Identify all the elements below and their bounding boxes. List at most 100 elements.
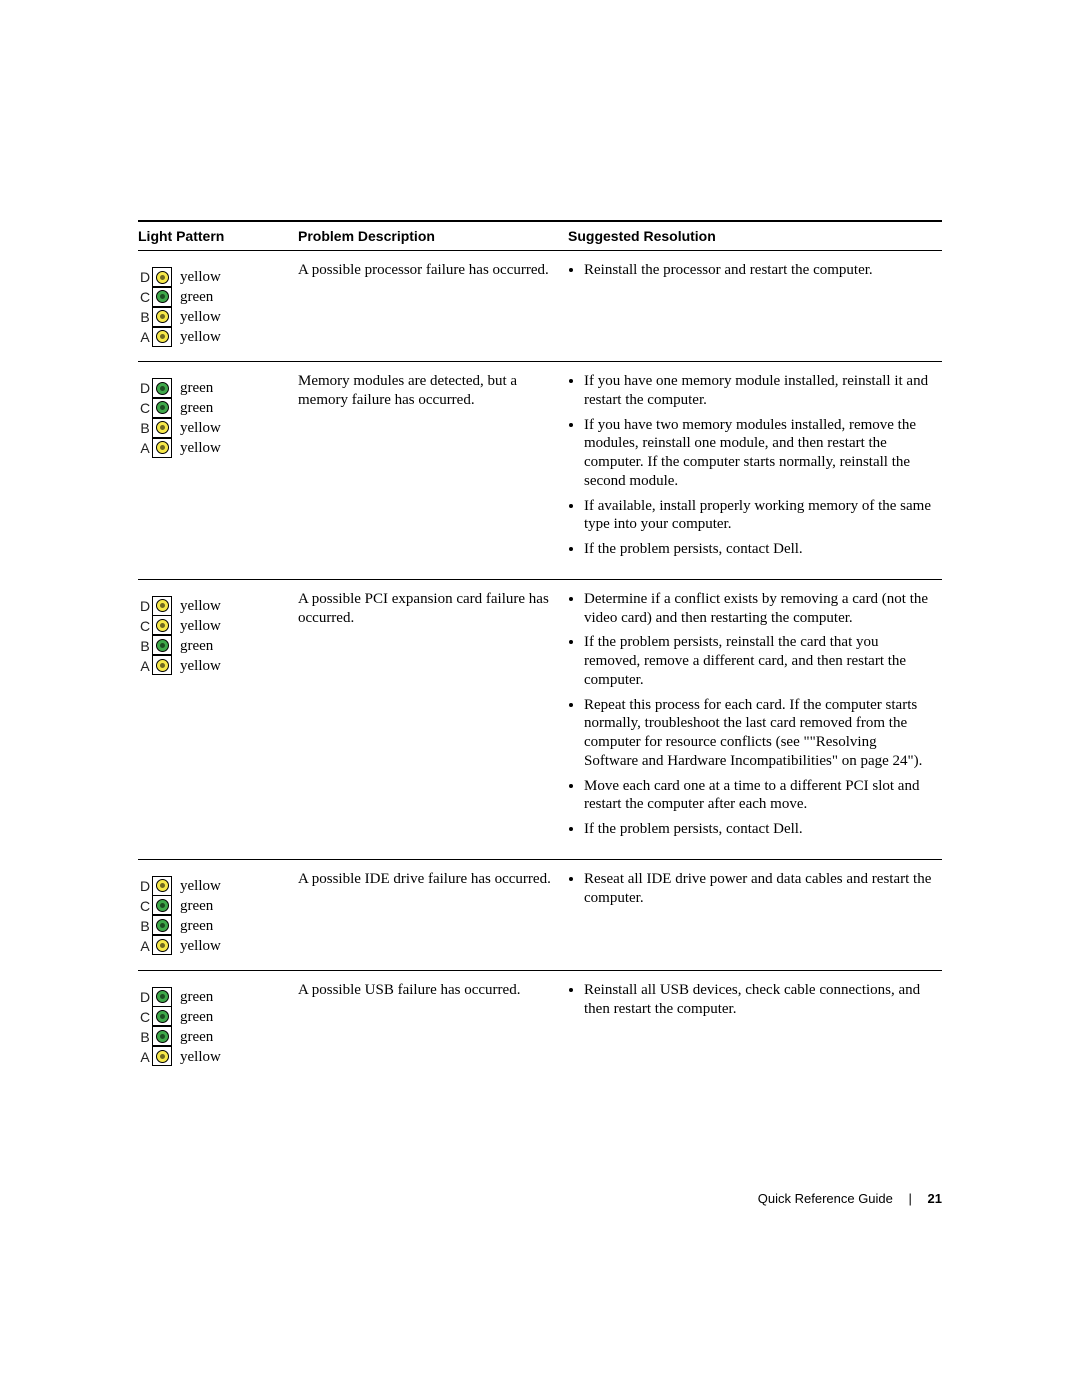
led-icon [156, 899, 169, 912]
led-icon [156, 659, 169, 672]
led-icon [156, 939, 169, 952]
led-icon [156, 1010, 169, 1023]
light-pattern-cell: DCBAgreengreengreenyellow [138, 970, 298, 1081]
table-row: DCBAgreengreengreenyellowA possible USB … [138, 970, 942, 1081]
light-row: B [138, 636, 172, 656]
led-cell [152, 287, 172, 307]
color-label: yellow [180, 876, 221, 896]
led-icon [156, 401, 169, 414]
light-box: DCBA [138, 378, 172, 458]
led-icon [156, 1050, 169, 1063]
color-labels: yellowyellowgreenyellow [180, 596, 221, 676]
led-icon [156, 330, 169, 343]
led-cell [152, 1006, 172, 1026]
resolution-item: Reseat all IDE drive power and data cabl… [584, 870, 932, 908]
color-label: yellow [180, 418, 221, 438]
led-cell [152, 635, 172, 655]
page-footer: Quick Reference Guide | 21 [138, 1191, 942, 1206]
light-letter: C [138, 1009, 152, 1025]
light-letter: D [138, 878, 152, 894]
led-cell [152, 987, 172, 1007]
table-header-row: Light Pattern Problem Description Sugges… [138, 221, 942, 251]
light-row: A [138, 656, 172, 676]
led-cell [152, 876, 172, 896]
light-letter: C [138, 618, 152, 634]
led-cell [152, 596, 172, 616]
color-label: yellow [180, 616, 221, 636]
led-icon [156, 1030, 169, 1043]
problem-cell: A possible PCI expansion card failure ha… [298, 579, 568, 859]
header-resolution: Suggested Resolution [568, 221, 942, 251]
resolution-item: If you have one memory module installed,… [584, 372, 932, 410]
color-label: green [180, 896, 221, 916]
light-pattern-cell: DCBAyellowgreenyellowyellow [138, 251, 298, 362]
led-icon [156, 879, 169, 892]
led-cell [152, 418, 172, 438]
led-cell [152, 327, 172, 347]
color-label: yellow [180, 936, 221, 956]
light-row: C [138, 896, 172, 916]
resolution-cell: Reseat all IDE drive power and data cabl… [568, 859, 942, 970]
resolution-cell: Reinstall all USB devices, check cable c… [568, 970, 942, 1081]
light-row: C [138, 1007, 172, 1027]
color-label: yellow [180, 438, 221, 458]
color-labels: yellowgreenyellowyellow [180, 267, 221, 347]
led-icon [156, 441, 169, 454]
light-letter: B [138, 1029, 152, 1045]
resolution-list: If you have one memory module installed,… [568, 372, 932, 559]
led-icon [156, 290, 169, 303]
light-letter: A [138, 938, 152, 954]
light-letter: A [138, 329, 152, 345]
color-label: yellow [180, 656, 221, 676]
light-letter: D [138, 269, 152, 285]
color-label: green [180, 636, 221, 656]
led-icon [156, 310, 169, 323]
resolution-item: Repeat this process for each card. If th… [584, 696, 932, 771]
light-letter: D [138, 380, 152, 396]
color-label: green [180, 1027, 221, 1047]
problem-cell: Memory modules are detected, but a memor… [298, 362, 568, 580]
problem-cell: A possible USB failure has occurred. [298, 970, 568, 1081]
page-content: Light Pattern Problem Description Sugges… [0, 0, 1080, 1266]
footer-page-number: 21 [928, 1191, 942, 1206]
color-label: yellow [180, 596, 221, 616]
led-cell [152, 438, 172, 458]
color-label: green [180, 378, 221, 398]
led-icon [156, 619, 169, 632]
led-icon [156, 639, 169, 652]
light-letter: B [138, 638, 152, 654]
color-labels: yellowgreengreenyellow [180, 876, 221, 956]
color-labels: greengreenyellowyellow [180, 378, 221, 458]
led-icon [156, 382, 169, 395]
light-pattern-cell: DCBAyellowgreengreenyellow [138, 859, 298, 970]
color-label: green [180, 916, 221, 936]
light-row: B [138, 307, 172, 327]
light-row: C [138, 287, 172, 307]
light-letter: B [138, 918, 152, 934]
light-row: A [138, 438, 172, 458]
light-box: DCBA [138, 876, 172, 956]
led-icon [156, 271, 169, 284]
light-letter: A [138, 1049, 152, 1065]
light-row: D [138, 267, 172, 287]
light-cluster: DCBAgreengreenyellowyellow [138, 372, 288, 458]
footer-title: Quick Reference Guide [758, 1191, 893, 1206]
light-pattern-cell: DCBAgreengreenyellowyellow [138, 362, 298, 580]
color-label: yellow [180, 1047, 221, 1067]
led-icon [156, 990, 169, 1003]
light-letter: D [138, 989, 152, 1005]
led-cell [152, 267, 172, 287]
resolution-item: If you have two memory modules installed… [584, 416, 932, 491]
light-row: A [138, 1047, 172, 1067]
light-box: DCBA [138, 596, 172, 676]
resolution-list: Reinstall the processor and restart the … [568, 261, 932, 280]
resolution-item: If the problem persists, contact Dell. [584, 820, 932, 839]
led-cell [152, 1026, 172, 1046]
light-box: DCBA [138, 987, 172, 1067]
light-row: D [138, 378, 172, 398]
table-row: DCBAyellowgreenyellowyellowA possible pr… [138, 251, 942, 362]
led-icon [156, 599, 169, 612]
color-label: green [180, 1007, 221, 1027]
light-letter: C [138, 400, 152, 416]
resolution-cell: Reinstall the processor and restart the … [568, 251, 942, 362]
